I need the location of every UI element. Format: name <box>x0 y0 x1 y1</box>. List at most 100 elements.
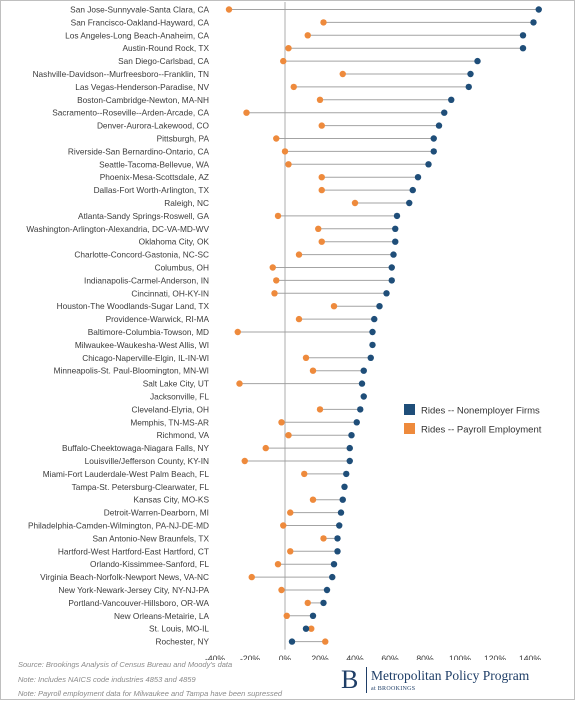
payroll-point <box>278 419 285 426</box>
category-label: Portland-Vancouver-Hillsboro, OR-WA <box>68 598 209 608</box>
legend: Rides -- Nonemployer Firms Rides -- Payro… <box>404 404 542 436</box>
nonemployer-point <box>357 406 364 413</box>
category-label: St. Louis, MO-IL <box>149 624 209 634</box>
legend-label: Rides -- Payroll Employment <box>421 425 542 436</box>
x-tick-label: -20% <box>240 654 260 660</box>
dumbbell-chart: San Jose-Sunnyvale-Santa Clara, CA San Fr… <box>26 2 542 660</box>
payroll-point <box>308 625 315 632</box>
category-label: Hartford-West Hartford-East Hartford, CT <box>58 546 209 556</box>
category-label: Austin-Round Rock, TX <box>122 43 209 53</box>
payroll-point <box>287 548 294 555</box>
payroll-point <box>287 509 294 516</box>
category-label: Seattle-Tacoma-Bellevue, WA <box>99 159 209 169</box>
nonemployer-point <box>288 638 296 645</box>
nonemployer-point <box>519 32 527 39</box>
nonemployer-point <box>467 70 474 78</box>
category-label: Tampa-St. Petersburg-Clearwater, FL <box>72 482 210 492</box>
payroll-point <box>309 496 317 503</box>
category-label: Riverside-San Bernardino-Ontario, CA <box>68 146 210 156</box>
x-tick-label: 80% <box>416 654 434 660</box>
category-label: Denver-Aurora-Lakewood, CO <box>97 121 210 131</box>
x-tick-label: 60% <box>381 654 399 660</box>
nonemployer-point <box>414 174 422 181</box>
payroll-point <box>295 315 303 323</box>
nonemployer-point <box>388 277 395 284</box>
logo-mark: B <box>341 665 359 694</box>
nonemployer-point <box>358 380 366 387</box>
nonemployer-point <box>448 96 455 104</box>
brookings-logo: B Metropolitan Policy Program at BROOKIN… <box>341 663 551 697</box>
x-tick-label: 100% <box>449 654 471 660</box>
payroll-point <box>234 328 241 336</box>
payroll-point <box>269 264 276 271</box>
payroll-point <box>285 45 292 52</box>
nonemployer-point <box>441 109 448 116</box>
category-label: Washington-Arlington-Alexandria, DC-VA-M… <box>26 224 209 234</box>
category-label: San Antonio-New Braunfels, TX <box>92 533 209 543</box>
category-label: Columbus, OH <box>155 263 209 273</box>
nonemployer-point <box>334 535 341 542</box>
nonemployer-point <box>519 45 527 52</box>
category-label: Kansas City, MO-KS <box>134 495 210 505</box>
suppression-note: Note: Payroll employment data for Milwau… <box>18 689 283 698</box>
category-label: Dallas-Fort Worth-Arlington, TX <box>94 185 210 195</box>
x-tick-label: 120% <box>484 654 506 660</box>
category-label: Las Vegas-Henderson-Paradise, NV <box>75 82 209 92</box>
category-label: Buffalo-Cheektowaga-Niagara Falls, NY <box>62 443 209 453</box>
category-labels: San Jose-Sunnyvale-Santa Clara, CA San Fr… <box>26 5 209 647</box>
payroll-point <box>302 354 310 361</box>
category-label: Cleveland-Elyria, OH <box>132 404 209 414</box>
payroll-point <box>295 251 303 258</box>
category-label: Los Angeles-Long Beach-Anaheim, CA <box>65 30 209 40</box>
nonemployer-point <box>320 599 327 607</box>
nonemployer-point <box>330 561 338 568</box>
x-tick-label: 140% <box>519 654 541 660</box>
data-points <box>225 6 542 645</box>
category-label: Jacksonville, FL <box>150 392 209 402</box>
payroll-point <box>281 148 289 155</box>
nonemployer-point <box>339 496 346 503</box>
logo-title: Metropolitan Policy Program <box>371 668 530 683</box>
category-label: Detroit-Warren-Dearborn, MI <box>104 508 209 518</box>
payroll-point <box>318 122 325 129</box>
payroll-point <box>248 573 255 581</box>
nonemployer-point <box>302 625 310 632</box>
payroll-point <box>274 561 282 568</box>
nonemployer-point <box>367 354 374 361</box>
category-label: Sacramento--Roseville--Arden-Arcade, CA <box>52 108 209 118</box>
payroll-point <box>351 199 359 207</box>
payroll-point <box>304 32 311 39</box>
category-label: Indianapolis-Carmel-Anderson, IN <box>84 275 209 285</box>
category-label: New Orleans-Metairie, LA <box>114 611 209 621</box>
x-tick-label: 0% <box>279 654 292 660</box>
payroll-point <box>315 225 322 232</box>
payroll-point <box>318 238 325 245</box>
category-label: Cincinnati, OH-KY-IN <box>131 288 209 298</box>
category-label: San Francisco-Oakland-Hayward, CA <box>71 17 210 27</box>
nonemployer-point <box>430 135 437 142</box>
nonemployer-point <box>392 225 399 232</box>
nonemployer-point <box>388 264 395 271</box>
nonemployer-point <box>425 161 432 168</box>
nonemployer-point <box>371 315 378 323</box>
nonemployer-point <box>530 19 537 26</box>
nonemployer-point <box>535 6 542 13</box>
category-label: Oklahoma City, OK <box>139 237 210 247</box>
payroll-point <box>320 19 327 26</box>
nonemployer-point <box>430 148 437 155</box>
payroll-point <box>322 638 329 645</box>
payroll-point <box>301 470 308 478</box>
nonemployer-point <box>393 212 401 220</box>
payroll-point <box>243 109 250 116</box>
nonemployer-point <box>346 444 353 452</box>
naics-note: Note: Includes NAICS code industries 485… <box>18 675 196 684</box>
payroll-point <box>236 380 243 387</box>
category-label: Miami-Fort Lauderdale-West Palm Beach, F… <box>43 469 210 479</box>
category-label: Salt Lake City, UT <box>143 379 209 389</box>
payroll-point <box>330 303 338 310</box>
nonemployer-point <box>406 199 413 207</box>
category-label: Pittsburgh, PA <box>157 134 210 144</box>
payroll-point <box>320 535 327 542</box>
payroll-point <box>339 70 346 78</box>
